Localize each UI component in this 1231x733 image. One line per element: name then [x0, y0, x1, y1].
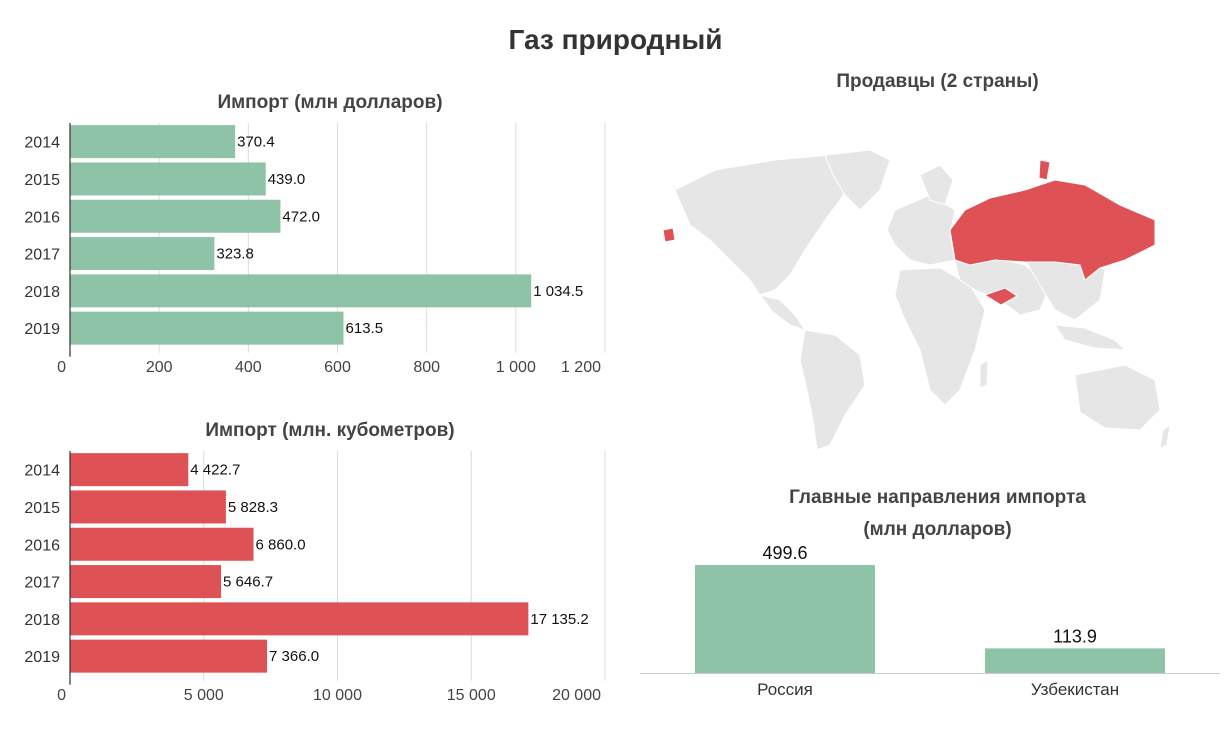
directions-title-line2: (млн долларов) [863, 519, 1012, 540]
usd-category-label: 2014 [24, 135, 60, 152]
usd-tick-label: 0 [57, 359, 66, 376]
volume-tick-label: 5 000 [184, 687, 224, 704]
volume-category-label: 2014 [24, 463, 60, 480]
usd-category-label: 2016 [24, 209, 60, 226]
volume-value-label: 5 646.7 [223, 574, 273, 591]
map-uzbekistan [983, 287, 1018, 306]
chart-import-volume: 2014 4 422.7 2015 5 828.3 2016 6 860.0 2017 5 6… [24, 451, 606, 704]
volume-value-label: 17 135.2 [530, 611, 588, 628]
usd-tick-label: 200 [146, 359, 173, 376]
usd-tick-label: 1 200 [561, 359, 601, 376]
usd-value-label: 472.0 [282, 208, 320, 225]
usd-category-label: 2018 [24, 284, 60, 301]
map-south-america [799, 329, 866, 451]
usd-tick-label: 400 [235, 359, 262, 376]
volume-value-label: 6 860.0 [256, 536, 306, 553]
map-russia-far-east [662, 227, 676, 243]
volume-tick-label: 0 [57, 687, 66, 704]
volume-category-label: 2016 [24, 537, 60, 554]
volume-value-label: 5 828.3 [228, 499, 278, 516]
volume-category-label: 2018 [24, 612, 60, 629]
chart-import-usd: 2014 370.4 2015 439.0 2016 472.0 2017 323.8 2018… [24, 123, 606, 376]
directions-bar [985, 648, 1165, 673]
map-title: Продавцы (2 страны) [836, 71, 1039, 92]
map-scandinavia [919, 164, 954, 206]
directions-value-label: 499.6 [762, 545, 807, 563]
volume-category-label: 2019 [24, 649, 60, 666]
volume-tick-label: 15 000 [447, 687, 496, 704]
directions-title-line1: Главные направления импорта [789, 487, 1086, 508]
usd-bar [70, 274, 532, 308]
usd-category-label: 2015 [24, 172, 60, 189]
directions-bar [695, 565, 875, 673]
directions-category-label: Узбекистан [1031, 680, 1119, 699]
volume-tick-label: 20 000 [552, 687, 601, 704]
map-russia-north-island [1038, 159, 1051, 181]
map-new-zealand [1159, 423, 1171, 449]
volume-category-label: 2015 [24, 500, 60, 517]
volume-bar [70, 639, 268, 673]
usd-bar [70, 162, 266, 196]
map-greenland [824, 150, 891, 211]
usd-category-label: 2019 [24, 321, 60, 338]
usd-bar [70, 199, 281, 233]
usd-bar [70, 311, 344, 345]
volume-value-label: 7 366.0 [269, 648, 319, 665]
volume-bar [70, 490, 226, 524]
usd-bar [70, 237, 215, 271]
usd-tick-label: 1 000 [496, 359, 536, 376]
chart-volume-title: Импорт (млн. кубометров) [205, 420, 455, 441]
map-europe [886, 194, 956, 266]
world-map [662, 150, 1171, 451]
page-title: Газ природный [508, 24, 723, 55]
usd-bar [70, 125, 236, 159]
directions-title: Главные направления импорта (млн долларо… [660, 482, 1215, 546]
usd-value-label: 370.4 [237, 134, 275, 151]
directions-value-label: 113.9 [1053, 626, 1097, 646]
volume-bar [70, 565, 222, 599]
chart-usd-title: Импорт (млн долларов) [217, 92, 443, 113]
map-madagascar [979, 359, 989, 389]
usd-tick-label: 800 [413, 359, 440, 376]
map-russia [949, 179, 1156, 281]
volume-bar [70, 453, 189, 487]
chart-directions: 499.6 Россия 113.9 Узбекистан [640, 545, 1220, 699]
usd-value-label: 1 034.5 [533, 283, 583, 300]
volume-category-label: 2017 [24, 575, 60, 592]
volume-bar [70, 527, 254, 561]
usd-value-label: 439.0 [268, 171, 306, 188]
volume-bar [70, 602, 529, 636]
map-africa [894, 267, 986, 406]
usd-category-label: 2017 [24, 247, 60, 264]
map-australia [1074, 364, 1161, 431]
map-central-america [758, 294, 807, 331]
map-se-asia [1053, 324, 1127, 351]
map-north-america [674, 154, 856, 296]
volume-tick-label: 10 000 [313, 687, 362, 704]
directions-category-label: Россия [757, 680, 813, 699]
volume-value-label: 4 422.7 [190, 462, 240, 479]
usd-tick-label: 600 [324, 359, 351, 376]
usd-value-label: 323.8 [216, 246, 254, 263]
usd-value-label: 613.5 [346, 320, 384, 337]
